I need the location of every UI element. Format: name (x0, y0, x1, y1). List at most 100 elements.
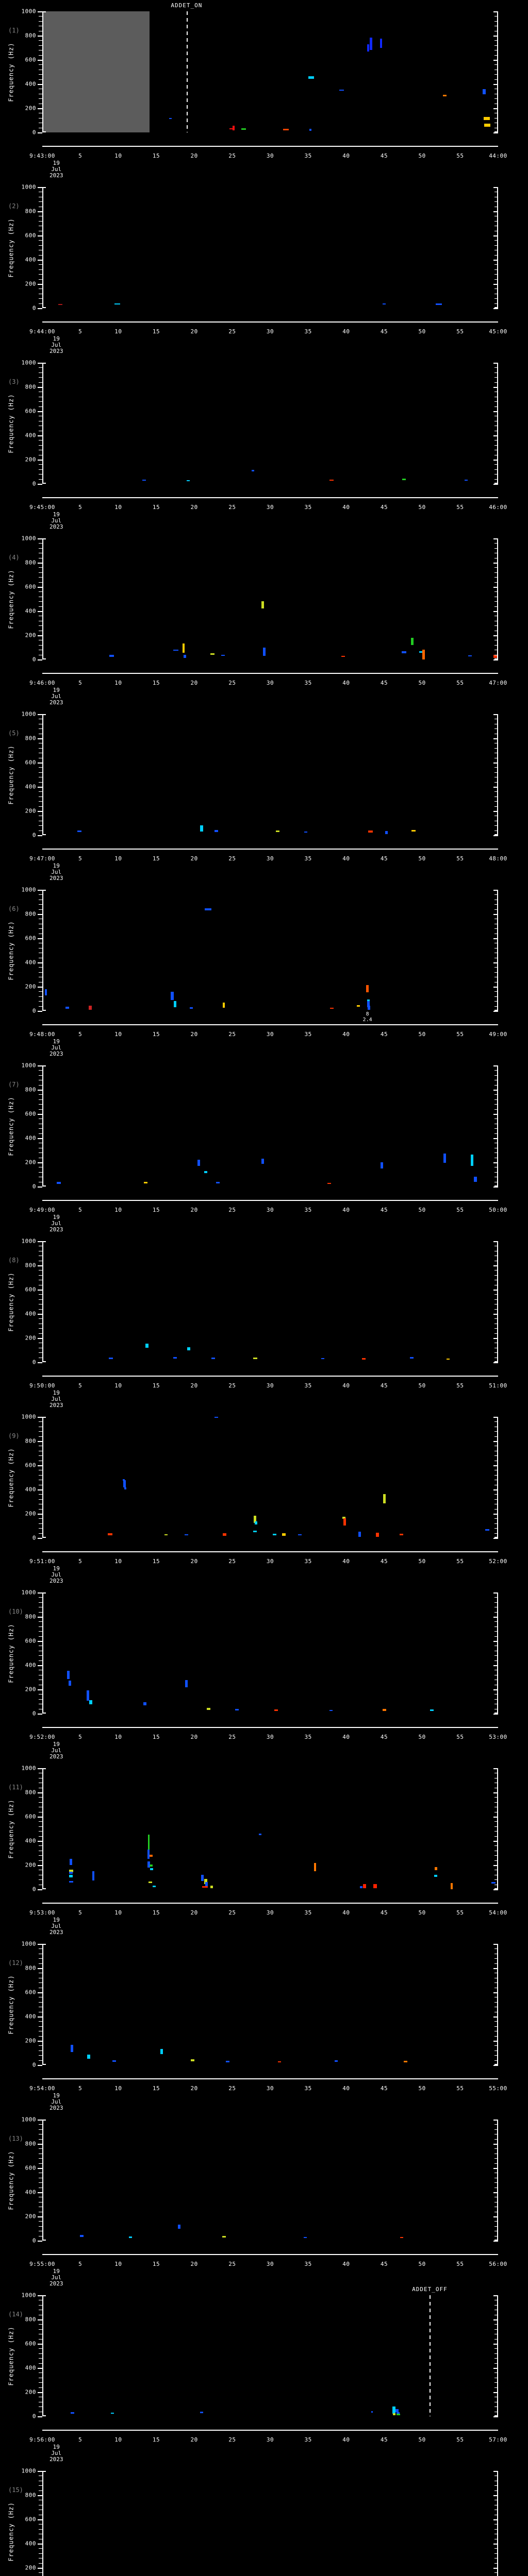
y-axis-right-tick (493, 187, 498, 188)
y-axis-right-tick (494, 1128, 498, 1129)
y-axis-major-tick (38, 890, 42, 891)
y-axis-minor-tick (39, 2490, 42, 2491)
y-axis-right-spine (497, 363, 498, 484)
y-axis-right-tick (493, 2519, 498, 2520)
x-axis-tick-label: 10 (114, 1909, 122, 1916)
y-axis-tick-label: 400 (25, 1134, 36, 1142)
detection-mark (143, 1702, 146, 1706)
y-axis-right-tick (493, 2120, 498, 2121)
y-axis-right-spine (497, 1944, 498, 2065)
y-axis-major-tick (38, 962, 42, 963)
axis-cap (494, 307, 498, 308)
y-axis-right-tick (493, 1187, 498, 1188)
y-axis-minor-tick (39, 264, 42, 265)
y-axis-minor-tick (39, 2406, 42, 2408)
y-axis-minor-tick (39, 2553, 42, 2554)
x-axis-tick-label: 30 (266, 1382, 274, 1389)
y-axis-right-tick (494, 303, 498, 304)
axis-cap (42, 2295, 46, 2296)
detection-mark (70, 1859, 73, 1866)
date-line: 19 (53, 1038, 60, 1045)
date-line: 2023 (50, 699, 63, 706)
plot-box: 1000 800 600 400 200 0 (22, 1238, 498, 1366)
y-axis-right-tick (494, 40, 498, 41)
y-axis-title: Frequency (Hz) (7, 1241, 15, 1362)
detection-mark (493, 654, 497, 658)
detection-mark (397, 2414, 401, 2416)
x-axis-tick-label: 20 (190, 680, 198, 686)
detection-mark (210, 1885, 213, 1888)
y-axis-right-tick (494, 1982, 498, 1984)
y-axis-right-tick (494, 367, 498, 368)
x-axis-tick-label: 15 (152, 152, 160, 159)
y-axis-title-text: Frequency (Hz) (8, 1974, 15, 2035)
plot-box: 1000 800 600 400 200 0 (22, 1062, 498, 1190)
y-axis-right-tick (493, 2392, 498, 2393)
x-axis-tick-label: 5 (78, 1734, 82, 1740)
y-axis-right-tick (494, 548, 498, 549)
y-axis-right-tick (493, 308, 498, 309)
x-axis-tick-label: 30 (266, 328, 274, 335)
y-axis-major-tick (38, 211, 42, 212)
axis-cap (42, 1241, 46, 1242)
y-axis-tick-label: 600 (25, 1989, 36, 1996)
y-axis-right-tick (494, 279, 498, 280)
x-axis-tick-label: 50 (418, 1558, 426, 1565)
y-axis-minor-tick (39, 1597, 42, 1598)
y-axis-title-text: Frequency (Hz) (8, 1096, 15, 1156)
y-axis-major-tick (38, 2192, 42, 2193)
detection-mark (68, 1681, 71, 1686)
y-axis-right-spine (497, 538, 498, 659)
x-axis-tick-label: 10 (114, 1207, 122, 1213)
y-axis-left-spine (42, 890, 43, 1011)
detection-mark (443, 94, 447, 96)
x-axis-tick-label: 35 (304, 680, 312, 686)
y-axis-tick-label: 0 (32, 1534, 36, 1541)
x-axis-tick-label: 30 (266, 2085, 274, 2092)
y-axis-minor-tick (39, 469, 42, 470)
y-axis-right-spine (497, 1241, 498, 1362)
y-axis-minor-tick (39, 1948, 42, 1950)
plot-area (42, 2295, 498, 2416)
y-axis-major-tick (38, 1338, 42, 1339)
y-axis-tick-label: 600 (25, 56, 36, 63)
y-axis-right-tick (493, 1689, 498, 1690)
y-axis-major-tick (38, 84, 42, 85)
y-axis-right-tick (494, 2050, 498, 2051)
detection-mark (149, 1865, 153, 1867)
axis-cap (42, 1361, 46, 1362)
x-axis-tick-label: 52:00 (489, 1558, 507, 1565)
detection-mark (367, 44, 370, 52)
detection-mark (409, 1357, 414, 1359)
y-axis-right-tick (493, 1592, 498, 1594)
detection-mark (259, 1833, 262, 1835)
y-axis-right-tick (493, 890, 498, 891)
detection-mark (329, 1007, 334, 1009)
y-axis-right-tick (493, 1714, 498, 1715)
y-axis-right-tick (494, 772, 498, 773)
y-axis-minor-tick (39, 567, 42, 568)
y-axis-title: Frequency (Hz) (7, 187, 15, 308)
y-axis-major-tick (38, 2519, 42, 2520)
detection-mark (197, 1160, 200, 1166)
y-axis-minor-tick (39, 1436, 42, 1437)
x-axis-date-stack: 19 Jul 2023 (50, 1566, 63, 1584)
y-axis-right-tick (493, 1290, 498, 1291)
detection-mark (204, 1171, 207, 1173)
y-axis-minor-tick (39, 1084, 42, 1086)
x-axis-tick-label: 50 (418, 2436, 426, 2443)
date-line: 19 (53, 2092, 60, 2099)
y-axis-major-tick (38, 1417, 42, 1418)
y-axis-right-tick (494, 2348, 498, 2349)
y-axis-right-tick (494, 2158, 498, 2159)
panel-number: (5) (8, 730, 20, 737)
x-axis-tick-label: 48:00 (489, 855, 507, 862)
x-axis: 9:55:00 5 10 15 20 25 30 35 40 45 50 55 56:00 19 Jul 20… (29, 2254, 507, 2287)
y-axis-major-tick (38, 2392, 42, 2393)
y-axis-minor-tick (39, 1299, 42, 1300)
x-axis: 9:54:00 5 10 15 20 25 30 35 40 45 50 55 55:00 19 Jul 20… (29, 2078, 507, 2111)
y-axis-major-tick (38, 1617, 42, 1618)
detection-mark (110, 2412, 114, 2414)
axis-cap (42, 1592, 46, 1594)
y-axis-major-tick (38, 2416, 42, 2417)
